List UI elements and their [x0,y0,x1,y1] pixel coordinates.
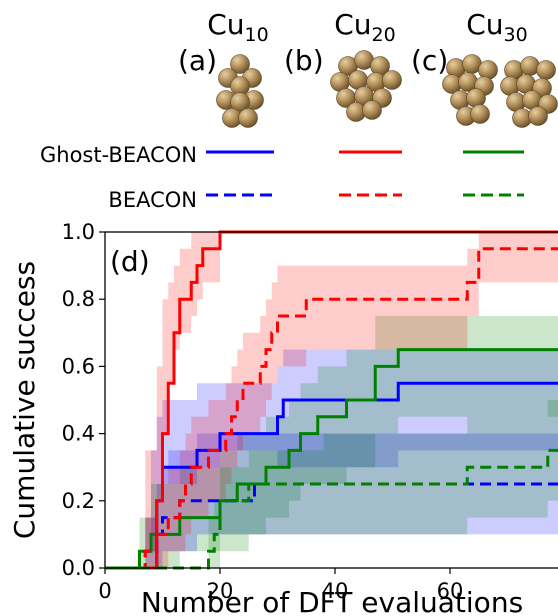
series-lines [105,230,558,570]
band-beacon-cu20 [105,232,558,568]
line-beacon-cu30 [105,448,558,570]
title-cu20: Cu20 [334,8,395,46]
cluster-titles: Cu10 Cu20 Cu30 [207,8,527,46]
legend-label-beacon: BEACON [108,188,197,212]
legend-label-ghost-beacon: Ghost-BEACON [40,143,197,167]
atom-sphere [230,92,250,112]
y-tick-label: 0.2 [62,489,95,513]
atom-sphere [536,60,556,80]
panel-label-c: (c) [411,44,448,77]
cluster-image-cu30 [442,54,558,128]
atom-sphere [382,70,402,90]
legend: Ghost-BEACON BEACON [40,143,524,212]
y-tick-label: 0.6 [62,354,95,378]
line-beacon-cu20 [105,247,558,570]
line-ghost-beacon-cu20 [105,230,558,570]
x-tick-label: 60 [437,579,464,603]
atom-sphere [230,54,250,74]
atom-sphere [362,100,382,120]
y-ticks: 0.0 0.2 0.4 0.6 0.8 1.0 [62,220,105,580]
panel-label-d: (d) [110,245,150,278]
band-ghost-beacon-cu30 [105,316,558,568]
y-tick-label: 0.0 [62,556,95,580]
cluster-image-cu20 [330,50,402,122]
x-tick-label: 0 [98,579,111,603]
y-tick-label: 1.0 [62,220,95,244]
atom-sphere [528,106,548,126]
panel-label-b: (b) [284,44,324,77]
x-tick-label: 40 [322,579,349,603]
plot-area: 0 20 40 60 0.0 0.2 0.4 0.6 0.8 1.0 (d) [62,220,558,603]
panel-label-a: (a) [178,44,217,77]
y-tick-label: 0.4 [62,422,95,446]
y-axis-label: Cumulative success [8,261,41,539]
y-tick-label: 0.8 [62,287,95,311]
band-ghost-beacon-cu10 [105,349,558,568]
atom-sphere [470,104,490,124]
x-axis-label: Number of DFT evaluations [141,586,523,616]
title-cu10: Cu10 [207,8,268,46]
x-tick-label: 20 [207,579,234,603]
title-cu30: Cu30 [466,8,527,46]
cluster-image-cu10 [216,54,264,128]
atom-sphere [238,108,258,128]
x-ticks: 0 20 40 60 [98,568,463,603]
